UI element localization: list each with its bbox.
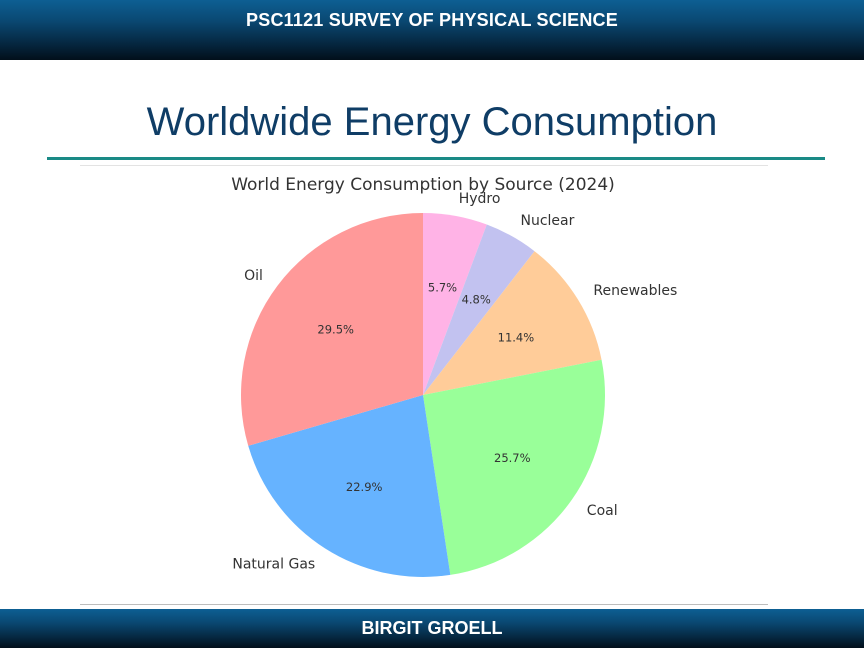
footer-bar: BIRGIT GROELL [0, 609, 864, 648]
slice-label-hydro: Hydro [459, 191, 501, 207]
pie-slice-renewables [423, 251, 602, 395]
slice-label-nuclear: Nuclear [521, 213, 575, 229]
pie-slice-oil [241, 213, 423, 446]
chart-container: World Energy Consumption by Source (2024… [80, 165, 768, 605]
course-title: PSC1121 SURVEY OF PHYSICAL SCIENCE [246, 10, 618, 30]
slice-label-renewables: Renewables [593, 283, 677, 299]
pct-label-nuclear: 4.8% [462, 293, 491, 307]
slice-label-natural-gas: Natural Gas [232, 557, 315, 573]
pie-slice-natural-gas [248, 395, 451, 577]
title-divider [47, 157, 825, 160]
header-bar: PSC1121 SURVEY OF PHYSICAL SCIENCE [0, 0, 864, 60]
slice-label-oil: Oil [244, 268, 263, 284]
slice-label-coal: Coal [587, 503, 618, 519]
author-name: BIRGIT GROELL [361, 618, 503, 638]
pct-label-oil: 29.5% [317, 322, 354, 336]
pie-slices [241, 213, 606, 577]
pie-slice-nuclear [423, 224, 535, 395]
slide-title: Worldwide Energy Consumption [146, 100, 718, 144]
pct-label-hydro: 5.7% [428, 281, 457, 295]
pct-label-natural-gas: 22.9% [346, 480, 383, 494]
pct-label-renewables: 11.4% [498, 331, 535, 345]
pct-label-coal: 25.7% [494, 451, 531, 465]
pie-labels: Hydro 5.7% Nuclear 4.8% Renewables 11.4% Coal 2… [232, 191, 677, 573]
pie-slice-coal [423, 359, 606, 575]
chart-title: World Energy Consumption by Source (2024… [231, 175, 615, 195]
pie-slice-hydro [423, 213, 487, 395]
pie-chart: World Energy Consumption by Source (2024… [231, 175, 677, 577]
